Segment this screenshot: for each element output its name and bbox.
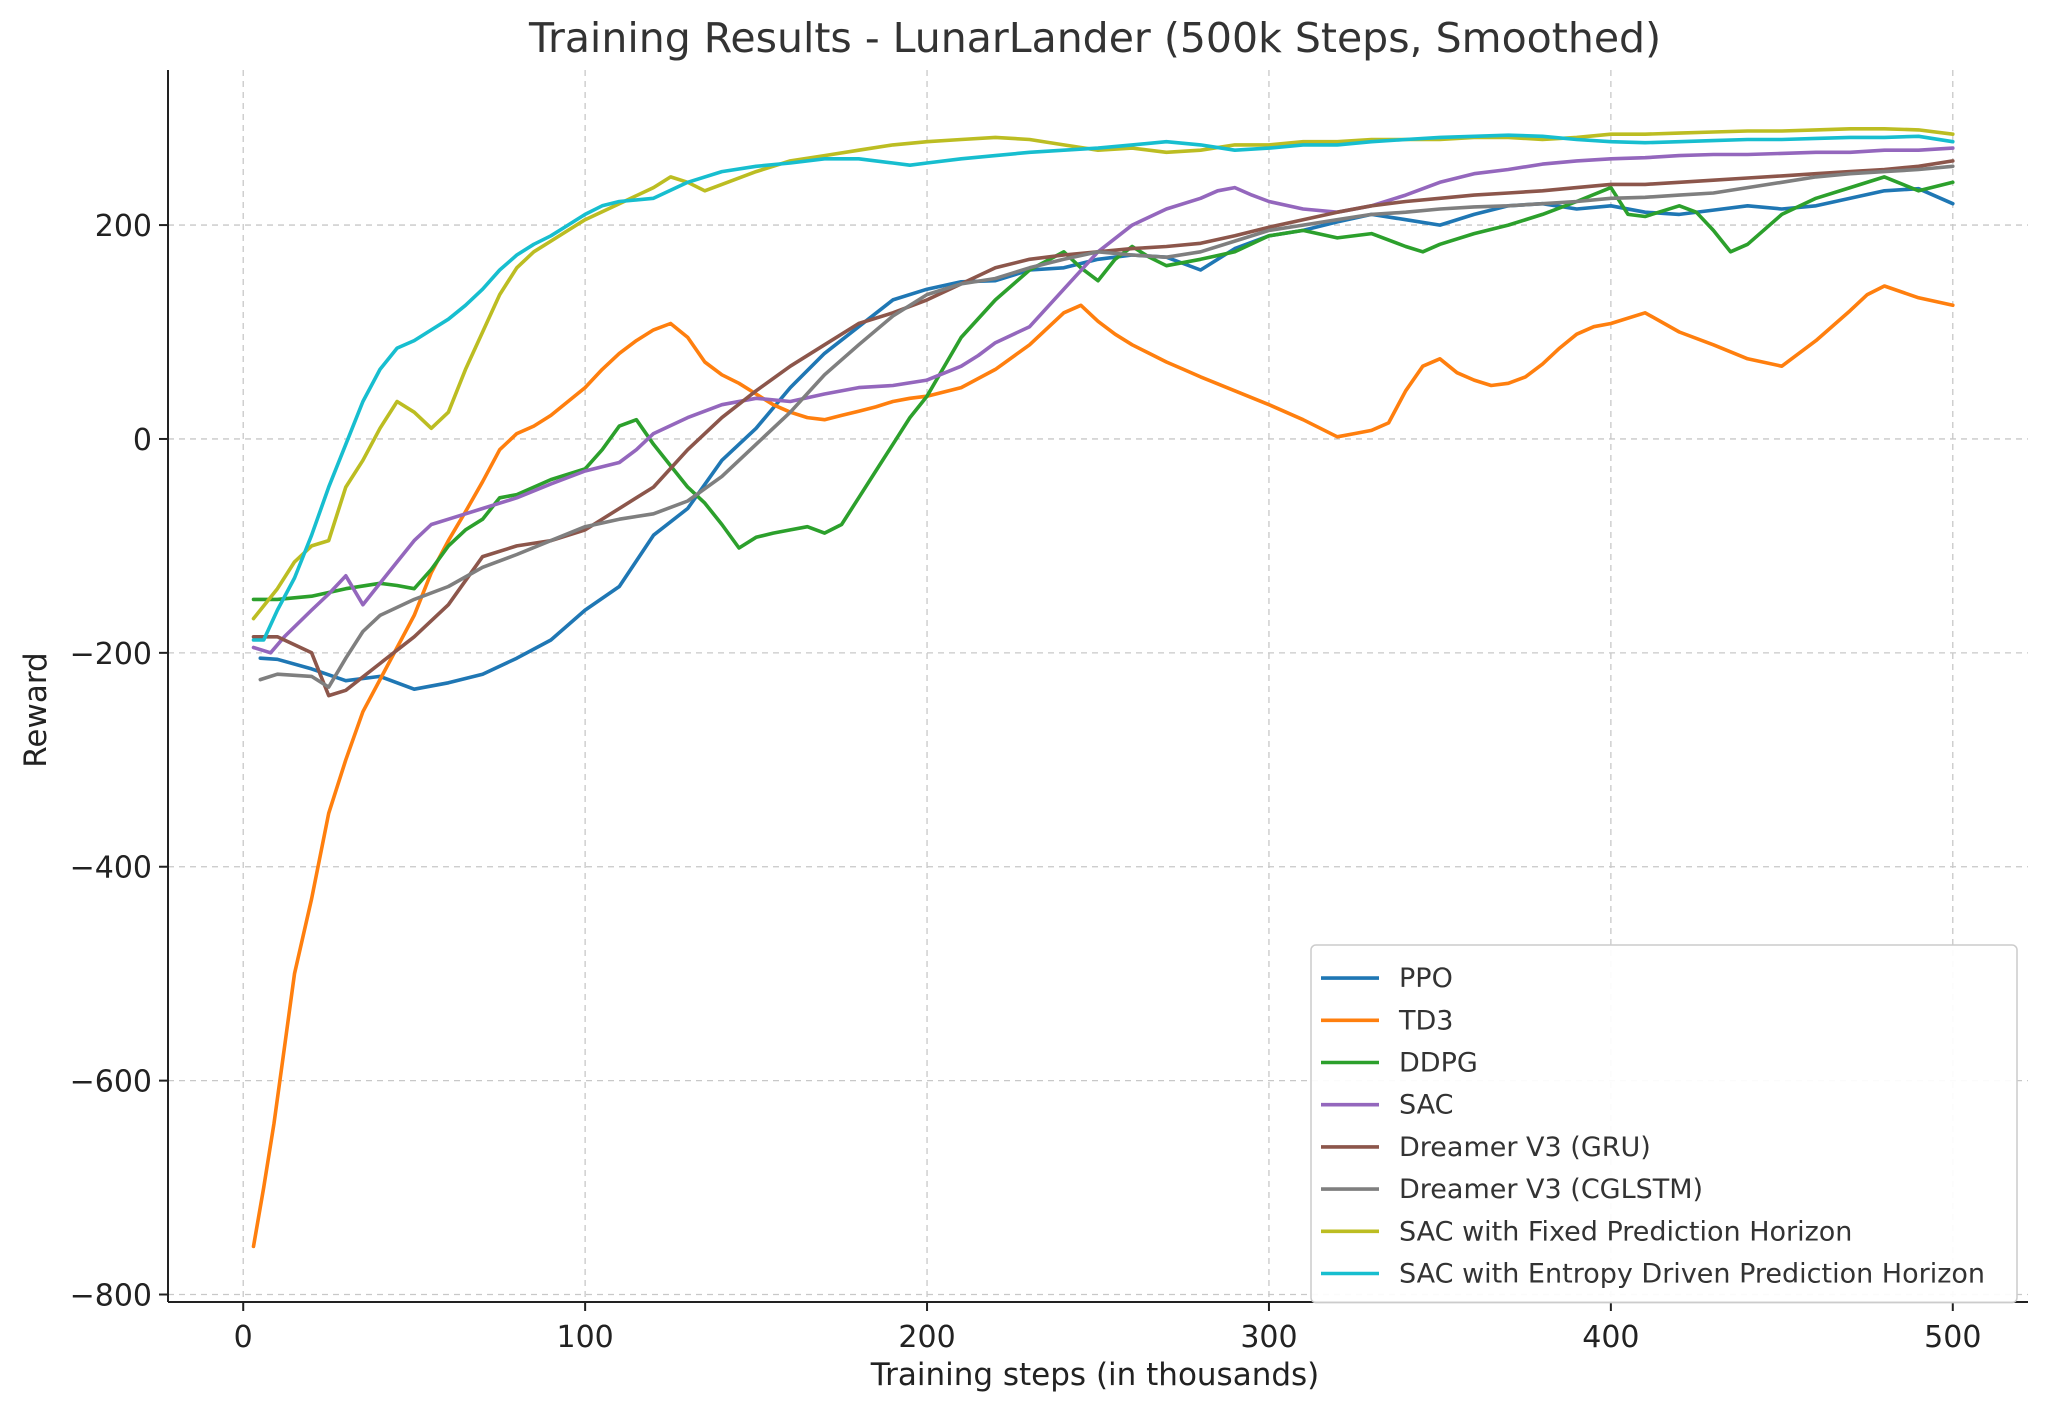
series-line-ppo	[258, 186, 1955, 692]
y-ticks: −800 −600 −400 −200 0 200	[70, 209, 168, 1314]
x-tick-label-4: 400	[1582, 1320, 1639, 1355]
y-axis-label: Reward	[18, 652, 54, 767]
legend-label-6: SAC with Fixed Prediction Horizon	[1399, 1216, 1852, 1247]
y-tick-label-0: −800	[70, 1279, 152, 1314]
x-tick-label-5: 500	[1924, 1320, 1981, 1355]
series-line-sac	[251, 146, 1955, 655]
series-line-dreamer-v3-gru	[251, 159, 1955, 698]
legend: PPO TD3 DDPG SAC Dreamer V3 (GRU) Dreamer V3 …	[1310, 944, 2018, 1304]
legend-label-2: DDPG	[1399, 1048, 1478, 1079]
legend-label-4: Dreamer V3 (GRU)	[1399, 1132, 1651, 1163]
y-tick-label-2: −400	[70, 851, 152, 886]
series-line-td3	[251, 284, 1955, 1249]
series-lines	[251, 127, 1955, 1249]
x-tick-label-1: 100	[556, 1320, 613, 1355]
x-axis-label: Training steps (in thousands)	[870, 1357, 1320, 1393]
legend-label-7: SAC with Entropy Driven Prediction Horiz…	[1399, 1259, 1985, 1290]
x-tick-label-3: 300	[1240, 1320, 1297, 1355]
y-tick-label-3: −200	[70, 637, 152, 672]
x-tick-label-2: 200	[898, 1320, 955, 1355]
legend-label-0: PPO	[1399, 963, 1453, 994]
series-line-sac-with-entropy-driven-prediction-horizon	[251, 133, 1955, 642]
legend-label-3: SAC	[1399, 1090, 1454, 1121]
series-line-dreamer-v3-cglstm	[258, 164, 1955, 689]
x-ticks: 0 100 200 300 400 500	[234, 1302, 1981, 1355]
legend-label-1: TD3	[1398, 1005, 1453, 1036]
y-tick-label-4: 0	[133, 423, 152, 458]
series-line-sac-with-fixed-prediction-horizon	[251, 127, 1955, 621]
series-line-ddpg	[251, 175, 1955, 602]
y-tick-label-5: 200	[95, 209, 152, 244]
legend-box	[1310, 944, 2018, 1304]
chart-title: Training Results - LunarLander (500k Ste…	[528, 14, 1661, 62]
x-tick-label-0: 0	[234, 1320, 253, 1355]
legend-label-5: Dreamer V3 (CGLSTM)	[1399, 1174, 1703, 1205]
y-tick-label-1: −600	[70, 1065, 152, 1100]
